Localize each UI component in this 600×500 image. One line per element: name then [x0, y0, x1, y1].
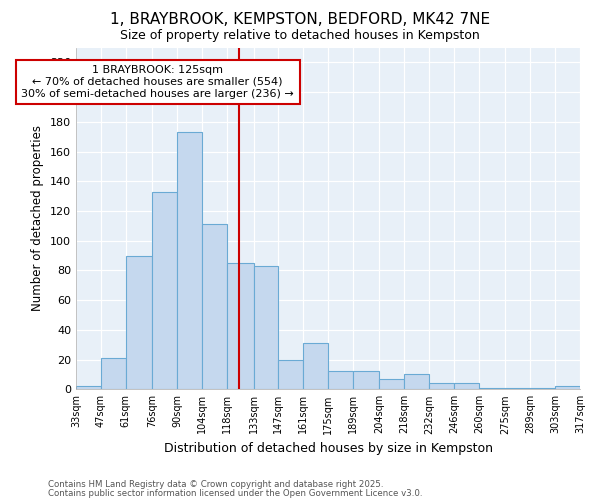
Y-axis label: Number of detached properties: Number of detached properties — [31, 126, 44, 312]
Bar — [353, 372, 379, 390]
Bar — [379, 379, 404, 390]
Bar — [101, 358, 126, 390]
Bar — [202, 224, 227, 390]
Bar — [505, 388, 530, 390]
Bar — [479, 388, 505, 390]
Bar — [429, 384, 454, 390]
Text: 1 BRAYBROOK: 125sqm
← 70% of detached houses are smaller (554)
30% of semi-detac: 1 BRAYBROOK: 125sqm ← 70% of detached ho… — [22, 66, 294, 98]
Bar — [254, 266, 278, 390]
Text: 1, BRAYBROOK, KEMPSTON, BEDFORD, MK42 7NE: 1, BRAYBROOK, KEMPSTON, BEDFORD, MK42 7N… — [110, 12, 490, 28]
Bar — [152, 192, 177, 390]
Bar — [404, 374, 429, 390]
Bar — [278, 360, 303, 390]
Bar — [303, 343, 328, 390]
Text: Contains public sector information licensed under the Open Government Licence v3: Contains public sector information licen… — [48, 488, 422, 498]
Bar — [177, 132, 202, 390]
Bar — [530, 388, 555, 390]
Bar — [555, 386, 580, 390]
Bar — [328, 372, 353, 390]
Bar — [76, 386, 101, 390]
Bar — [454, 384, 479, 390]
Bar — [126, 256, 152, 390]
Text: Contains HM Land Registry data © Crown copyright and database right 2025.: Contains HM Land Registry data © Crown c… — [48, 480, 383, 489]
Text: Size of property relative to detached houses in Kempston: Size of property relative to detached ho… — [120, 29, 480, 42]
X-axis label: Distribution of detached houses by size in Kempston: Distribution of detached houses by size … — [164, 442, 493, 455]
Bar — [227, 263, 254, 390]
